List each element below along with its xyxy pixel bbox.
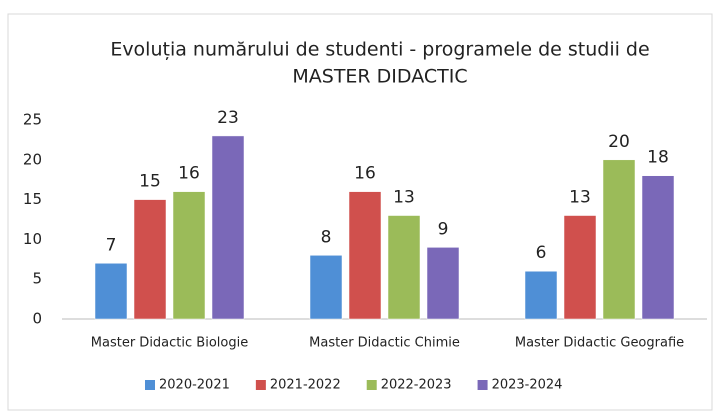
legend-label: 2020-2021 (159, 378, 230, 393)
y-tick-label: 25 (23, 111, 42, 129)
data-label: 15 (139, 172, 161, 192)
bar (309, 255, 343, 320)
bar (133, 199, 167, 320)
legend-swatch (366, 380, 377, 390)
data-label: 8 (321, 227, 332, 247)
bar (641, 175, 675, 320)
bar (563, 215, 597, 320)
x-tick-label: Master Didactic Chimie (309, 336, 460, 351)
legend-swatch (255, 380, 266, 390)
data-label: 20 (608, 132, 630, 152)
x-tick-label: Master Didactic Biologie (91, 336, 248, 351)
x-tick-label: Master Didactic Geografie (515, 336, 684, 351)
bar (524, 270, 558, 320)
chart-title: MASTER DIDACTIC (292, 66, 467, 88)
data-label: 13 (569, 188, 591, 208)
y-tick-label: 15 (23, 190, 42, 208)
y-tick-label: 20 (23, 150, 42, 168)
data-label: 13 (393, 188, 415, 208)
y-tick-label: 0 (32, 310, 42, 328)
legend-label: 2021-2022 (270, 378, 341, 393)
data-label: 6 (536, 243, 547, 263)
legend-label: 2023-2024 (492, 378, 563, 393)
y-tick-label: 5 (32, 270, 42, 288)
data-label: 9 (438, 219, 449, 239)
legend-label: 2022-2023 (381, 378, 452, 393)
chart-title: Evoluția numărului de studenti - program… (110, 39, 649, 61)
data-label: 16 (178, 164, 200, 184)
data-label: 16 (354, 164, 376, 184)
bar (172, 191, 206, 320)
bar (602, 159, 636, 320)
bar (426, 247, 460, 320)
data-label: 23 (217, 108, 239, 128)
bar (387, 215, 421, 320)
bar (348, 191, 382, 320)
legend-swatch (145, 380, 155, 390)
bar (94, 263, 128, 320)
legend-swatch (477, 380, 488, 390)
data-label: 18 (647, 148, 669, 168)
data-label: 7 (106, 235, 117, 255)
y-tick-label: 10 (23, 230, 42, 248)
bar (211, 135, 245, 320)
